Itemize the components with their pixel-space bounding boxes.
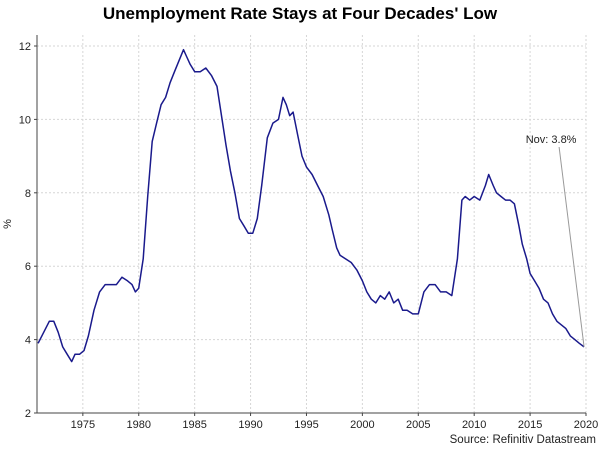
- x-tick-label: 2000: [350, 419, 374, 431]
- tick-labels: 2 4 6 8 10 12 1975 1980 1985 1990 1995 2000 2005 2010…: [19, 41, 598, 431]
- y-tick-label: 8: [25, 188, 31, 200]
- x-tick-label: 2005: [406, 419, 430, 431]
- source-note: Source: Refinitiv Datastream: [449, 434, 596, 446]
- y-tick-label: 6: [25, 261, 31, 273]
- y-tick-label: 12: [19, 41, 31, 53]
- axes: [34, 35, 587, 416]
- x-tick-label: 1980: [127, 419, 151, 431]
- annotation-label: Nov: 3.8%: [526, 134, 577, 146]
- x-tick-label: 2010: [462, 419, 486, 431]
- chart-title: Unemployment Rate Stays at Four Decades'…: [102, 4, 498, 23]
- x-tick-label: 1985: [182, 419, 206, 431]
- unemployment-rate-line: [37, 48, 585, 363]
- x-tick-label: 1975: [71, 419, 95, 431]
- annotation-leader-line: [558, 146, 585, 348]
- x-tick-label: 1995: [294, 419, 318, 431]
- grid-lines: [37, 35, 587, 414]
- y-tick-label: 10: [19, 114, 31, 126]
- x-tick-label: 2015: [518, 419, 542, 431]
- x-tick-label: 2020: [574, 419, 598, 431]
- y-tick-label: 2: [25, 408, 31, 420]
- y-tick-label: 4: [25, 335, 31, 347]
- x-tick-label: 1990: [238, 419, 262, 431]
- y-axis-label: %: [2, 219, 14, 229]
